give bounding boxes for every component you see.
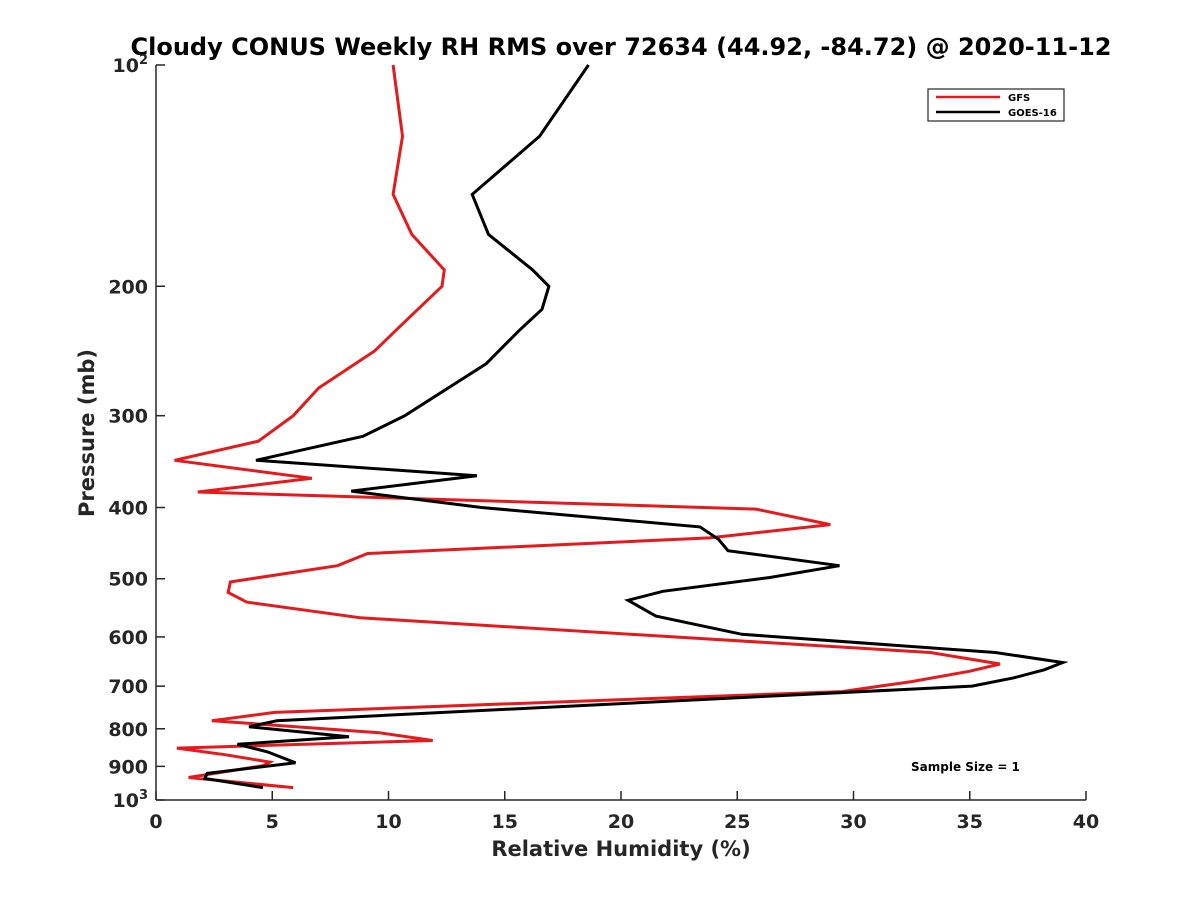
x-axis-label: Relative Humidity (%) xyxy=(491,837,750,861)
legend-box xyxy=(927,88,1065,122)
x-axis-ticks: 0 5 10 15 20 25 30 35 40 xyxy=(149,791,1099,833)
legend-label-goes16: GOES-16 xyxy=(1008,108,1057,119)
x-tick-label: 30 xyxy=(840,811,866,833)
y-tick-label: 102 xyxy=(113,53,149,77)
y-tick-exponent: 2 xyxy=(139,53,148,68)
y-tick-label: 400 xyxy=(108,498,148,520)
y-tick-exponent: 3 xyxy=(139,788,148,803)
x-tick-label: 35 xyxy=(957,811,983,833)
y-axis-label: Pressure (mb) xyxy=(75,349,99,517)
x-tick-label: 20 xyxy=(608,811,634,833)
y-tick-label: 103 xyxy=(113,788,149,812)
chart-title: Cloudy CONUS Weekly RH RMS over 72634 (4… xyxy=(131,33,1112,61)
series-line-gfs xyxy=(174,64,1001,790)
y-tick-base: 10 xyxy=(113,790,139,812)
y-tick-label: 500 xyxy=(108,569,148,591)
y-tick-base: 10 xyxy=(113,55,139,77)
series-lines xyxy=(174,64,1069,790)
x-tick-label: 5 xyxy=(266,811,279,833)
y-tick-label: 900 xyxy=(108,756,148,778)
y-tick-label: 800 xyxy=(108,719,148,741)
y-tick-label: 200 xyxy=(108,276,148,298)
x-tick-label: 40 xyxy=(1073,811,1099,833)
legend-label-gfs: GFS xyxy=(1008,93,1030,104)
x-tick-label: 10 xyxy=(375,811,401,833)
x-tick-label: 0 xyxy=(149,811,162,833)
x-tick-label: 15 xyxy=(492,811,518,833)
plot-area: 0 5 10 15 20 25 30 35 40 10220030040050060070080… xyxy=(108,53,1099,833)
sample-size-annotation: Sample Size = 1 xyxy=(911,760,1020,774)
y-tick-label: 700 xyxy=(108,676,148,698)
series-line-goes-16 xyxy=(202,64,1069,790)
y-tick-label: 600 xyxy=(108,627,148,649)
legend: GFS GOES-16 xyxy=(927,88,1065,122)
x-tick-label: 25 xyxy=(724,811,750,833)
y-tick-label: 300 xyxy=(108,406,148,428)
